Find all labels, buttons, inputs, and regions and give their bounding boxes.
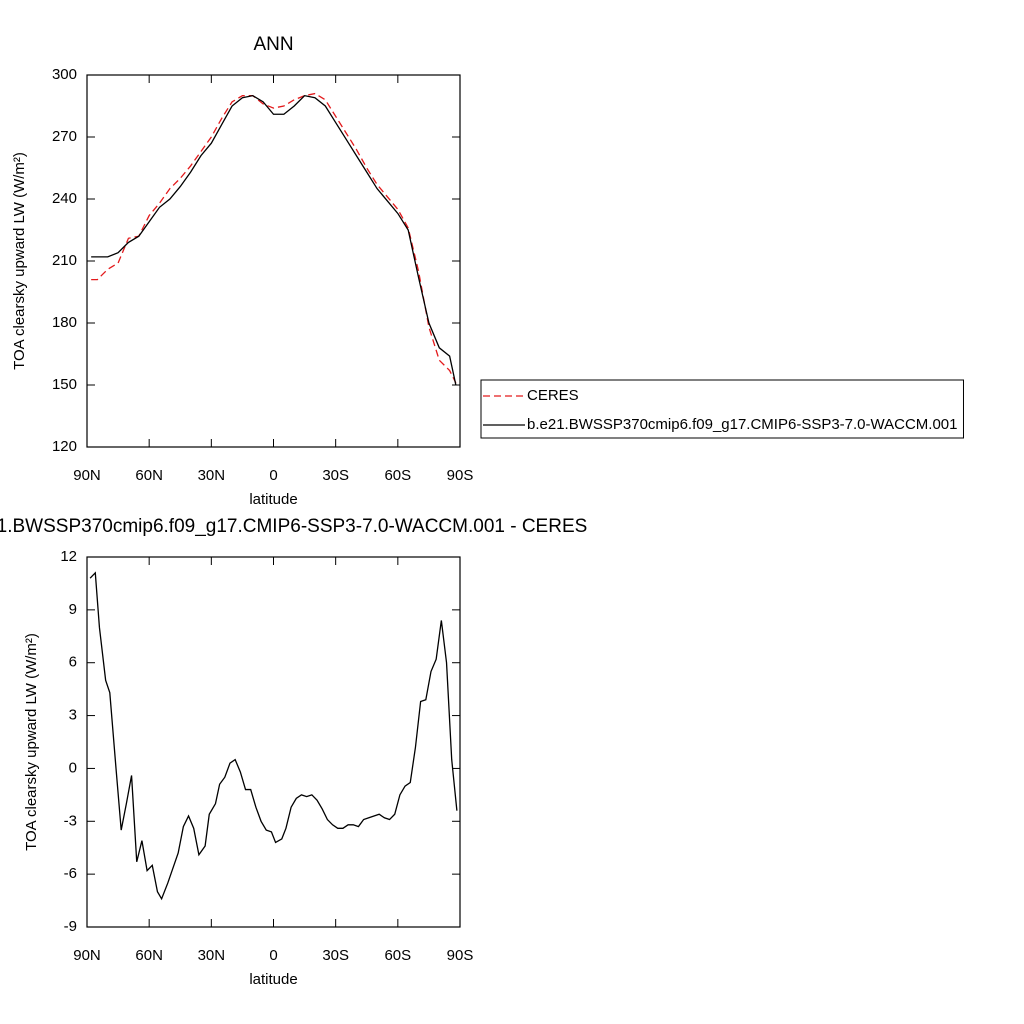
- x-tick-label: 60S: [384, 467, 411, 484]
- y-tick-label: 120: [52, 438, 77, 455]
- x-tick-label: 30S: [322, 467, 349, 484]
- y-tick-label: -3: [64, 812, 77, 829]
- x-tick-label: 0: [269, 467, 277, 484]
- x-tick-label: 30N: [198, 947, 226, 964]
- y-tick-label: 180: [52, 314, 77, 331]
- y-tick-label: 270: [52, 128, 77, 145]
- x-tick-label: 90N: [73, 947, 101, 964]
- data-line: [91, 94, 457, 386]
- y-axis-label: TOA clearsky upward LW (W/m²): [11, 152, 28, 370]
- x-tick-label: 90S: [447, 467, 474, 484]
- chart-title: ANN: [253, 34, 293, 55]
- y-axis-label: TOA clearsky upward LW (W/m²): [23, 633, 40, 851]
- x-tick-label: 60N: [135, 947, 163, 964]
- y-tick-label: 150: [52, 376, 77, 393]
- x-axis-label: latitude: [249, 491, 297, 508]
- y-tick-label: -9: [64, 918, 77, 935]
- y-tick-label: 210: [52, 252, 77, 269]
- x-tick-label: 60S: [384, 947, 411, 964]
- x-tick-label: 30N: [198, 467, 226, 484]
- x-axis-label: latitude: [249, 971, 297, 988]
- legend-label: CERES: [527, 387, 579, 404]
- chart-title: b.e21.BWSSP370cmip6.f09_g17.CMIP6-SSP3-7…: [0, 516, 587, 537]
- y-tick-label: 3: [69, 707, 77, 724]
- x-tick-label: 0: [269, 947, 277, 964]
- data-line: [89, 571, 458, 901]
- plot-frame: [86, 74, 461, 448]
- y-tick-label: 9: [69, 601, 77, 618]
- y-tick-label: 12: [60, 548, 77, 565]
- y-tick-label: 0: [69, 759, 77, 776]
- y-tick-label: 240: [52, 190, 77, 207]
- x-tick-label: 90N: [73, 467, 101, 484]
- x-tick-label: 90S: [447, 947, 474, 964]
- y-tick-label: 6: [69, 654, 77, 671]
- legend-label: b.e21.BWSSP370cmip6.f09_g17.CMIP6-SSP3-7…: [527, 416, 957, 433]
- legend-box: [480, 379, 964, 439]
- x-tick-label: 60N: [135, 467, 163, 484]
- y-tick-label: -6: [64, 865, 77, 882]
- data-line: [91, 92, 457, 384]
- x-tick-label: 30S: [322, 947, 349, 964]
- y-tick-label: 300: [52, 66, 77, 83]
- plot-frame: [86, 556, 461, 928]
